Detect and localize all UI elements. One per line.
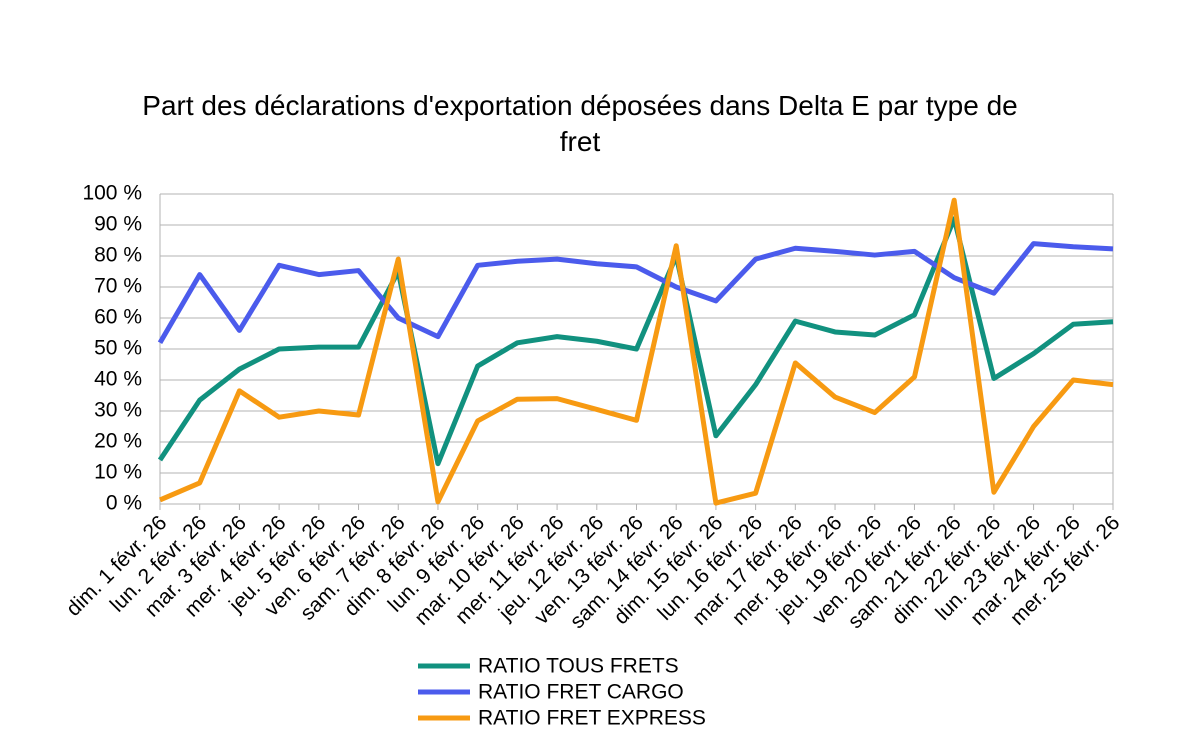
legend-label: RATIO TOUS FRETS <box>478 655 679 678</box>
y-tick-label: 90 % <box>94 213 142 236</box>
chart-title: Part des déclarations d'exportation dépo… <box>142 90 1018 157</box>
series-line <box>159 197 1114 506</box>
y-tick-label: 10 % <box>94 461 142 484</box>
y-tick-label: 0 % <box>106 492 142 515</box>
series-line <box>157 216 1114 467</box>
y-tick-label: 20 % <box>94 430 142 453</box>
y-tick-label: 100 % <box>82 182 142 205</box>
y-tick-label: 70 % <box>94 275 142 298</box>
series-line <box>157 241 1114 345</box>
legend-label: RATIO FRET EXPRESS <box>478 707 706 730</box>
y-tick-label: 80 % <box>94 244 142 267</box>
y-tick-label: 30 % <box>94 399 142 422</box>
legend-label: RATIO FRET CARGO <box>478 681 684 704</box>
y-tick-label: 60 % <box>94 306 142 329</box>
y-tick-label: 40 % <box>94 368 142 391</box>
y-tick-label: 50 % <box>94 337 142 360</box>
